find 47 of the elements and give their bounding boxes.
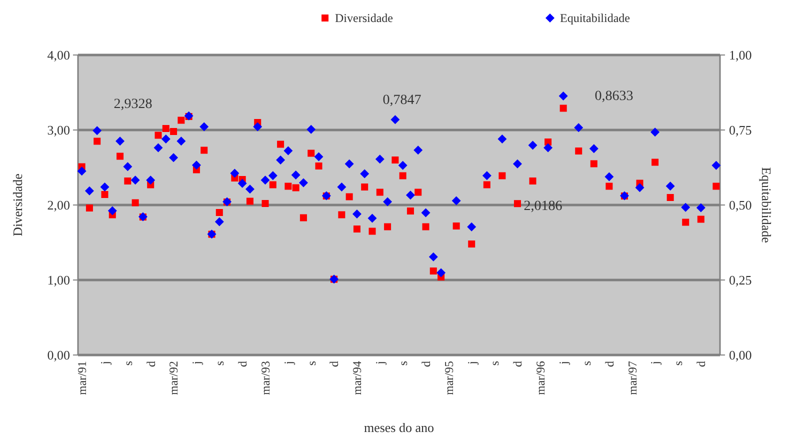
x-tick-label: d: [236, 361, 250, 367]
legend-label: Diversidade: [335, 11, 393, 26]
annotation: 0,8633: [594, 89, 634, 104]
y2-tick-label: 0,75: [729, 122, 752, 138]
x-tick-label: mar/97: [625, 361, 640, 395]
x-tick-label: s: [396, 360, 410, 366]
x-tick-label: s: [120, 360, 135, 366]
x-tick-label: d: [694, 361, 708, 367]
x-tick-label: s: [671, 360, 686, 366]
y-tick-label: 2,00: [47, 198, 70, 213]
annotation: 2,9328: [114, 97, 152, 112]
y2-tick-label: 0,00: [729, 348, 752, 363]
y-tick-label: 1,00: [47, 272, 70, 288]
x-tick-label: d: [144, 361, 158, 367]
legend-label: Equitabilidade: [560, 11, 630, 26]
x-tick-label: mar/96: [534, 361, 548, 395]
x-tick-label: j: [281, 361, 296, 366]
x-tick-label: j: [464, 361, 479, 366]
x-tick-label: s: [304, 360, 318, 366]
x-tick-label: j: [190, 361, 204, 366]
y-tick-label: 4,00: [47, 48, 70, 63]
x-tick-label: mar/94: [350, 361, 364, 395]
x-axis-title: meses do ano: [364, 420, 434, 435]
y2-axis-title: Equitabilidade: [759, 167, 774, 244]
y2-tick-label: 1,00: [729, 48, 752, 63]
x-tick-label: d: [327, 361, 342, 367]
x-tick-label: s: [488, 360, 502, 366]
y-tick-label: 3,00: [47, 122, 70, 138]
x-tick-label: s: [579, 360, 594, 366]
y2-tick-label: 0,50: [729, 198, 752, 213]
x-tick-label: j: [556, 361, 571, 366]
x-tick-label: d: [418, 361, 433, 367]
x-tick-label: mar/95: [442, 361, 456, 395]
x-tick-label: d: [602, 361, 616, 367]
x-tick-label: s: [212, 360, 227, 366]
x-tick-label: d: [510, 361, 525, 367]
x-tick-label: mar/93: [258, 361, 272, 395]
x-tick-label: j: [648, 361, 662, 366]
y2-tick-label: 0,25: [729, 272, 752, 288]
annotation: 0,7847: [382, 93, 422, 108]
y-tick-label: 0,00: [47, 348, 70, 363]
x-tick-label: j: [98, 361, 112, 366]
x-tick-label: mar/92: [166, 361, 181, 395]
x-tick-label: mar/91: [75, 361, 90, 395]
x-tick-label: j: [373, 361, 388, 366]
y-axis-title: Diversidade: [10, 173, 25, 236]
annotation: 2,0186: [524, 199, 562, 214]
